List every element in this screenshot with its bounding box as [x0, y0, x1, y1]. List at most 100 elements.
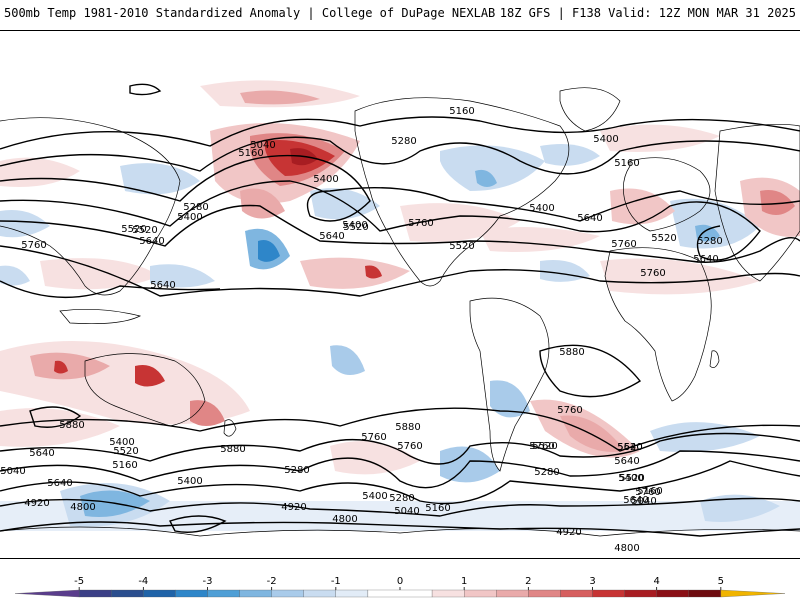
contour-label: 5640 [319, 231, 344, 242]
coastline [604, 247, 712, 402]
legend-tick-label: 4 [653, 576, 659, 587]
legend-bin [175, 589, 208, 598]
contour-line [129, 83, 162, 96]
contour-label: 5640 [150, 280, 175, 291]
contour-label: 5640 [139, 236, 164, 247]
contour-label: 5280 [284, 465, 309, 476]
contour-line [539, 344, 642, 398]
legend-tick-label: -1 [331, 576, 341, 587]
legend-tick-label: 1 [461, 576, 467, 587]
contour-label: 5760 [361, 432, 386, 443]
contour-label: 5040 [394, 506, 419, 517]
contour-line [0, 450, 800, 489]
contour-label: 5760 [635, 487, 660, 498]
contour-label: 5520 [532, 441, 557, 452]
contour-line [169, 515, 227, 533]
anomaly-blob [120, 163, 200, 195]
coastline [59, 309, 142, 325]
contour-label: 5760 [529, 441, 554, 452]
model-valid-time: 18Z GFS | F138 Valid: 12Z MON MAR 31 202… [499, 6, 796, 20]
legend-bin [239, 589, 272, 598]
contour-label: 5400 [342, 220, 367, 231]
contour-line [0, 245, 800, 297]
contour-label: 5760 [21, 240, 46, 251]
coastline [354, 97, 570, 287]
anomaly-blob [300, 257, 410, 289]
contour-label: 5280 [697, 236, 722, 247]
contour-line [0, 180, 761, 261]
contour-label: 5280 [391, 136, 416, 147]
contour-label: 5760 [557, 405, 582, 416]
contour-label: 5400 [593, 134, 618, 145]
map-title: 500mb Temp 1981-2010 Standardized Anomal… [4, 6, 496, 20]
contour-labels: 5160528050405160528054005520564057605400… [0, 106, 722, 554]
contour-label: 5520 [121, 224, 146, 235]
coastline [623, 157, 711, 232]
contour-label: 5520 [617, 442, 642, 453]
coastline [0, 526, 800, 537]
contour-label: 5280 [389, 493, 414, 504]
legend-bin [592, 589, 625, 598]
contour-label: 5400 [313, 174, 338, 185]
legend-bin [303, 589, 336, 598]
coastline [0, 117, 181, 296]
anomaly-blob [440, 446, 500, 483]
contour-label: 5400 [177, 212, 202, 223]
contour-label: 5400 [618, 473, 643, 484]
contour-label: 5640 [29, 448, 54, 459]
anomaly-blob [490, 380, 530, 418]
contour-line [0, 280, 221, 298]
anomaly-blob [0, 157, 80, 187]
contour-label: 5520 [619, 473, 644, 484]
contour-label: 5160 [614, 158, 639, 169]
contour-label: 5400 [529, 203, 554, 214]
coastline [714, 123, 800, 282]
contour-label: 5400 [177, 476, 202, 487]
contour-line [0, 136, 800, 175]
legend-bin [207, 589, 240, 598]
contour-label: 5160 [449, 106, 474, 117]
contour-label: 4920 [24, 498, 49, 509]
legend-tick-label: 3 [589, 576, 595, 587]
anomaly-blob [650, 422, 760, 452]
anomaly-blob [760, 190, 795, 215]
legend-bin [335, 589, 369, 598]
legend-bin [111, 589, 144, 598]
anomaly-blob [700, 494, 780, 522]
anomaly-blob [480, 227, 600, 252]
contour-label: 5400 [109, 437, 134, 448]
contour-label: 5640 [617, 442, 642, 453]
contour-line [0, 407, 800, 452]
anomaly-blob [475, 169, 497, 187]
anomaly-blob [150, 264, 215, 288]
contour-label: 5520 [343, 222, 368, 233]
contour-label: 5760 [611, 239, 636, 250]
anomaly-blob [258, 240, 280, 262]
contour-line [0, 116, 800, 150]
contour-label: 5160 [112, 460, 137, 471]
anomaly-blob [330, 345, 365, 375]
coastline [709, 350, 720, 368]
legend-bin [367, 589, 433, 598]
coastline [223, 419, 237, 437]
color-scale-legend: -5 -4 -3 -2 -1 0 1 2 3 4 5 [14, 576, 786, 598]
contour-label: 5760 [408, 218, 433, 229]
anomaly-blob [670, 198, 760, 249]
legend-bin [624, 589, 657, 598]
anomaly-blob [600, 124, 720, 152]
legend-bin [560, 589, 593, 598]
anomaly-blob [610, 188, 675, 225]
map-canvas: 5160528050405160528054005520564057605400… [0, 80, 800, 554]
anomaly-blob [0, 408, 120, 447]
anomaly-blob [600, 258, 760, 295]
legend-tick-label: 0 [397, 576, 403, 587]
anomaly-shading [0, 80, 800, 531]
contour-line [0, 432, 800, 465]
contour-label: 5520 [132, 225, 157, 236]
contour-label: 5040 [631, 496, 656, 507]
legend-bins [14, 589, 786, 598]
contour-label: 5880 [559, 347, 584, 358]
contour-label: 5640 [623, 495, 648, 506]
anomaly-blob [560, 415, 625, 452]
contour-line [0, 204, 800, 263]
